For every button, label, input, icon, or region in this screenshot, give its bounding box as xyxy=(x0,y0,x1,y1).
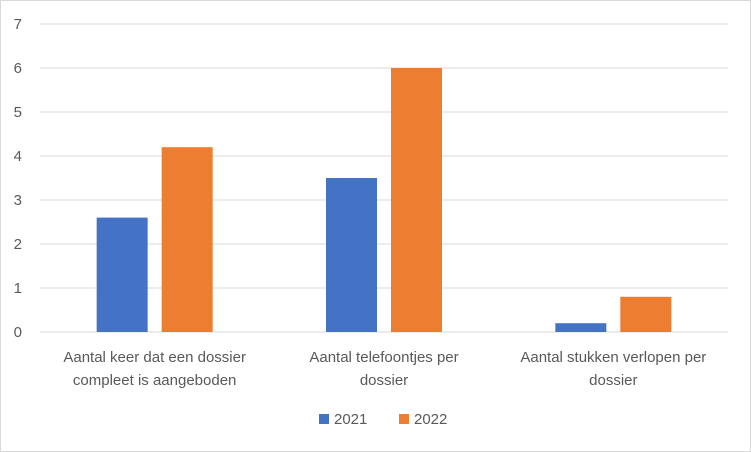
gridlines xyxy=(40,23,728,333)
bars xyxy=(96,68,672,332)
bar-2021-cat-3 xyxy=(555,323,607,332)
y-axis-ticks: 0 1 2 3 4 5 6 7 xyxy=(14,16,22,341)
bar-2022-cat-3 xyxy=(620,296,672,332)
bar-2021-cat-2 xyxy=(326,178,377,332)
bar-2022-cat-2 xyxy=(391,68,442,332)
x-category-label: Aantal stukken verlopen per xyxy=(520,349,706,366)
legend-label-2022: 2022 xyxy=(414,411,447,428)
y-tick-label: 2 xyxy=(14,236,22,253)
legend-label-2021: 2021 xyxy=(334,411,367,428)
x-category-label: dossier xyxy=(589,372,637,389)
y-tick-label: 7 xyxy=(14,16,22,33)
bar-2022-cat-1 xyxy=(161,147,213,332)
legend: 2021 2022 xyxy=(319,411,447,428)
x-category-label: Aantal telefoontjes per xyxy=(309,349,458,366)
y-tick-label: 1 xyxy=(14,280,22,297)
bar-2021-cat-1 xyxy=(96,217,148,332)
y-tick-label: 4 xyxy=(14,148,22,165)
y-tick-label: 0 xyxy=(14,324,22,341)
y-tick-label: 5 xyxy=(14,104,22,121)
x-category-label: compleet is aangeboden xyxy=(73,372,236,389)
x-category-label: dossier xyxy=(360,372,408,389)
y-tick-label: 3 xyxy=(14,192,22,209)
legend-swatch-2021 xyxy=(319,414,329,424)
y-tick-label: 6 xyxy=(14,60,22,77)
x-category-label: Aantal keer dat een dossier xyxy=(63,349,246,366)
legend-swatch-2022 xyxy=(399,414,409,424)
x-axis-labels: Aantal keer dat een dossier compleet is a… xyxy=(63,349,706,389)
